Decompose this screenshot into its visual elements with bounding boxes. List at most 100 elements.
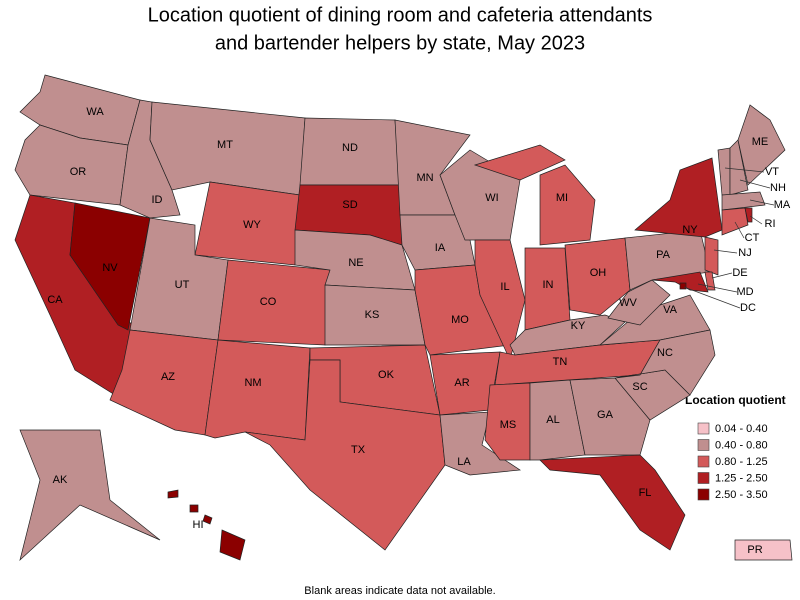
state [219,529,246,561]
state-label: LA [457,456,471,468]
state [189,504,199,513]
state [717,147,731,196]
state-label: ME [752,136,769,148]
state-label: NH [770,182,786,194]
leader-line [697,283,738,293]
state [204,339,311,441]
legend-label: 0.40 - 0.80 [715,439,768,451]
state-label: UT [175,279,190,291]
state-label: TN [553,356,568,368]
legend: 0.04 - 0.40 0.40 - 0.80 0.80 - 1.25 1.25 - … [697,422,768,501]
state-label: VA [663,304,678,316]
state-label: MT [217,139,233,151]
state [539,454,686,551]
state-label: WY [243,219,261,231]
state-label: MO [451,314,469,326]
state-label: WV [619,297,637,309]
state-label: CO [260,296,277,308]
state [721,191,766,211]
state [614,329,716,396]
legend-swatch [697,472,710,484]
state-label: AK [53,474,68,486]
state-label: NC [657,347,673,359]
state-label: WA [86,106,104,118]
state-label: VT [765,166,779,178]
state [569,377,651,456]
state [14,124,129,206]
state-label: MD [736,286,753,298]
state [167,489,179,499]
state [679,282,687,290]
state [721,207,749,236]
state-label: HI [193,519,204,531]
state [737,104,786,186]
state-label: MA [774,199,791,211]
footnote: Blank areas indicate data not available. [304,585,495,597]
legend-swatch [697,439,710,451]
leader-line [711,272,733,279]
state-label: PR [747,544,762,556]
state-label: NV [102,262,118,274]
state-label: DE [732,267,747,279]
state [704,236,719,276]
legend-swatch [697,488,710,501]
state-label: CA [47,294,63,306]
state-label: CT [745,232,760,244]
legend-label: 0.04 - 0.40 [715,423,768,435]
state [19,429,161,562]
state-label: KS [365,309,380,321]
state-label: IA [435,242,446,254]
state-label: SC [632,381,647,393]
leader-line [683,286,741,309]
leader-line [749,199,775,206]
state-label: IL [500,281,509,293]
state-label: AL [546,414,559,426]
state [734,539,793,561]
legend-label: 2.50 - 3.50 [715,489,768,501]
legend-label: 0.80 - 1.25 [715,456,768,468]
state-label: OH [590,267,607,279]
state-label: OK [378,369,395,381]
state-label: DC [740,302,756,314]
state-label: NJ [738,247,751,259]
state-label: NY [682,224,698,236]
state [484,382,531,461]
state-label: PA [656,249,671,261]
state-label: OR [70,166,87,178]
leader-line [734,221,745,239]
state-label: NE [348,257,363,269]
state-label: MN [416,172,433,184]
state-label: TX [351,444,366,456]
state-label: FL [639,487,652,499]
state [539,164,596,246]
state-label: AR [454,377,469,389]
state [202,514,213,525]
state-labels: WA OR CA NV ID MT WY UT CO AZ NM ND SD NE KS OK TX MN IA MO… [47,106,791,556]
leader-line [724,167,765,173]
state-label: GA [597,409,614,421]
state-label: IN [543,279,554,291]
state-label: MI [556,192,568,204]
leader-line [713,249,738,254]
state-label: AZ [161,371,175,383]
state [744,207,753,223]
state-label: SD [342,199,357,211]
state-label: NM [244,377,261,389]
legend-label: 1.25 - 2.50 [715,472,768,484]
state-label: ND [342,142,358,154]
states [14,74,793,562]
state [651,271,709,293]
legend-title: Location quotient [685,393,786,407]
state [704,271,716,291]
title-line: Location quotient of dining room and caf… [148,4,653,26]
leader-line [749,215,763,225]
state [69,202,151,331]
title-line: and bartender helpers by state, May 2023 [215,32,585,54]
state-label: RI [765,218,776,230]
state [634,157,723,238]
legend-swatch [697,455,710,468]
legend-swatch [697,422,710,435]
state-label: WI [485,192,498,204]
leader-line [739,179,771,189]
